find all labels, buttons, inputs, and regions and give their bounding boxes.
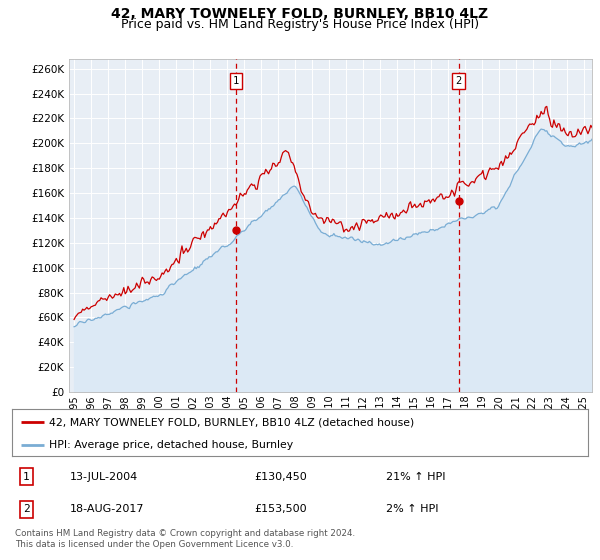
Text: Contains HM Land Registry data © Crown copyright and database right 2024.
This d: Contains HM Land Registry data © Crown c… [15, 529, 355, 549]
Text: Price paid vs. HM Land Registry's House Price Index (HPI): Price paid vs. HM Land Registry's House … [121, 18, 479, 31]
Text: 42, MARY TOWNELEY FOLD, BURNLEY, BB10 4LZ (detached house): 42, MARY TOWNELEY FOLD, BURNLEY, BB10 4L… [49, 417, 415, 427]
Text: 2: 2 [455, 76, 461, 86]
Text: £153,500: £153,500 [254, 505, 307, 515]
Text: HPI: Average price, detached house, Burnley: HPI: Average price, detached house, Burn… [49, 440, 293, 450]
Text: 1: 1 [23, 472, 30, 482]
Text: 21% ↑ HPI: 21% ↑ HPI [386, 472, 446, 482]
Text: 2% ↑ HPI: 2% ↑ HPI [386, 505, 439, 515]
Text: 2: 2 [23, 505, 30, 515]
Text: £130,450: £130,450 [254, 472, 307, 482]
Text: 18-AUG-2017: 18-AUG-2017 [70, 505, 144, 515]
Text: 13-JUL-2004: 13-JUL-2004 [70, 472, 138, 482]
Text: 1: 1 [233, 76, 239, 86]
Text: 42, MARY TOWNELEY FOLD, BURNLEY, BB10 4LZ: 42, MARY TOWNELEY FOLD, BURNLEY, BB10 4L… [112, 7, 488, 21]
